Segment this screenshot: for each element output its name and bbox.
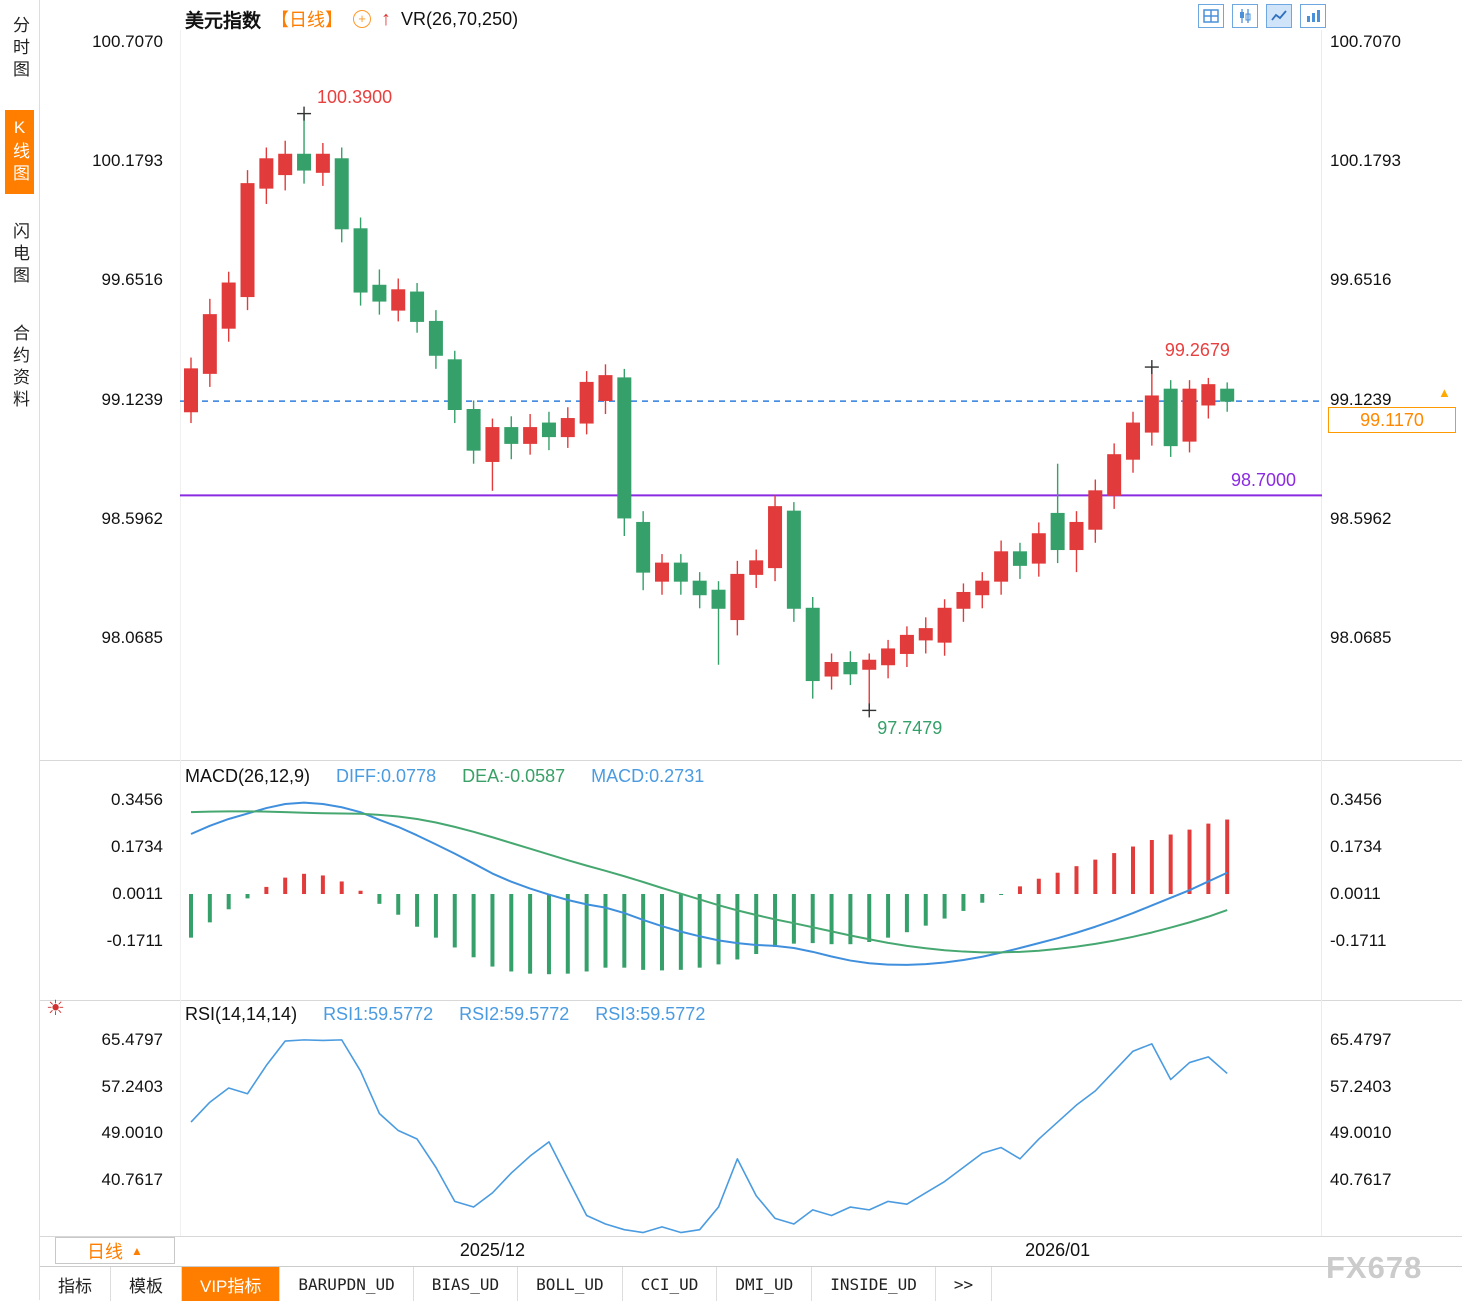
rsi-axis-tick: 40.7617: [1330, 1170, 1392, 1190]
indicator-tab[interactable]: VIP指标: [182, 1267, 281, 1301]
macd-axis-tick: 0.3456: [1330, 789, 1382, 809]
candlestick-icon[interactable]: [1232, 4, 1258, 28]
rsi2-value: RSI2:59.5772: [459, 1004, 570, 1024]
sidebar-item-contract-info[interactable]: 合约资料: [10, 324, 29, 412]
up-arrow-icon: ↑: [381, 7, 392, 30]
price-axis-tick: 98.5962: [101, 508, 163, 528]
rsi-title: RSI(14,14,14): [185, 1004, 298, 1024]
price-axis-tick: 98.0685: [101, 627, 163, 647]
macd-axis-tick: 0.1734: [111, 836, 163, 856]
rsi1-value: RSI1:59.5772: [323, 1004, 434, 1024]
rsi-axis-tick: 65.4797: [101, 1030, 163, 1049]
price-annotation: 100.3900: [317, 86, 393, 107]
price-axis-tick: 100.1793: [92, 151, 163, 171]
sidebar-item-time-chart[interactable]: 分时图: [10, 16, 29, 82]
macd-axis-tick: -0.1711: [106, 930, 163, 950]
sidebar-item-kline-chart[interactable]: K线图: [5, 110, 34, 194]
indicator-tab[interactable]: 指标: [40, 1267, 111, 1301]
price-axis-tick: 100.7070: [1330, 32, 1401, 51]
price-axis-tick: 100.7070: [92, 32, 163, 51]
indicator-tab[interactable]: >>: [936, 1267, 993, 1301]
macd-axis-tick: 0.3456: [111, 789, 163, 809]
macd-title: MACD(26,12,9): [185, 766, 311, 786]
support-level-label: 98.7000: [1231, 470, 1297, 490]
price-axis-tick: 98.5962: [1330, 508, 1392, 528]
price-annotation: 99.2679: [1164, 340, 1230, 361]
macd-axis-tick: -0.1711: [1330, 930, 1387, 950]
rsi3-value: RSI3:59.5772: [595, 1004, 706, 1024]
period-tag[interactable]: 【日线】: [271, 10, 344, 30]
bar-chart-icon[interactable]: [1300, 4, 1326, 28]
indicator-tab[interactable]: DMI_UD: [717, 1267, 813, 1301]
period-selector[interactable]: 日线 ▲: [55, 1237, 175, 1264]
sidebar-item-lightning-chart[interactable]: 闪电图: [10, 222, 29, 288]
layout-grid-icon[interactable]: [1198, 4, 1224, 28]
indicator-tab[interactable]: BARUPDN_UD: [280, 1267, 414, 1301]
macd-axis-tick: 0.0011: [112, 883, 163, 903]
add-indicator-icon[interactable]: +: [353, 10, 372, 28]
rsi-axis-tick: 49.0010: [1330, 1123, 1392, 1143]
macd-diff-value: DIFF:0.0778: [336, 766, 437, 786]
date-axis-label: 2026/01: [1025, 1240, 1091, 1260]
rsi-axis-tick: 57.2403: [101, 1076, 163, 1096]
rsi-axis-tick: 40.7617: [101, 1170, 163, 1190]
price-axis-tick: 99.1239: [101, 389, 163, 409]
period-selector-label: 日线: [87, 1241, 124, 1262]
indicator-tab[interactable]: BOLL_UD: [518, 1267, 623, 1301]
price-annotation: 97.7479: [877, 718, 943, 739]
date-axis-label: 2025/12: [459, 1240, 525, 1260]
rsi-axis-tick: 65.4797: [1330, 1030, 1392, 1049]
price-axis-tick: 99.6516: [1330, 270, 1392, 290]
rsi-axis-tick: 57.2403: [1330, 1076, 1392, 1096]
price-marker-triangle-icon: ▲: [1438, 385, 1451, 400]
indicator-tab[interactable]: BIAS_UD: [414, 1267, 519, 1301]
indicator-tab[interactable]: CCI_UD: [623, 1267, 718, 1301]
macd-axis-tick: 0.0011: [1330, 883, 1381, 903]
triangle-up-icon: ▲: [131, 1243, 143, 1258]
chart-toolbar: [1198, 4, 1326, 28]
price-axis-tick: 99.6516: [101, 270, 163, 290]
watermark: FX678: [1326, 1250, 1423, 1285]
chart-header: 美元指数 【日线】 + ↑ VR(26,70,250): [185, 5, 518, 33]
macd-value: MACD:0.2731: [591, 766, 705, 786]
price-axis-tick: 98.0685: [1330, 627, 1392, 647]
current-price-box: 99.1170: [1328, 407, 1456, 433]
indicator-tab[interactable]: INSIDE_UD: [812, 1267, 936, 1301]
line-chart-icon[interactable]: [1266, 4, 1292, 28]
price-axis-tick: 100.1793: [1330, 151, 1401, 171]
rsi-axis-tick: 49.0010: [101, 1123, 163, 1143]
macd-dea-value: DEA:-0.0587: [462, 766, 566, 786]
rsi-panel-header: RSI(14,14,14) RSI1:59.5772 RSI2:59.5772 …: [185, 1004, 705, 1025]
indicator-tab-bar: 指标 模板 VIP指标 BARUPDN_UD BIAS_UD BOLL_UD CCI_UD D…: [40, 1266, 1462, 1301]
macd-panel-header: MACD(26,12,9) DIFF:0.0778 DEA:-0.0587 MA…: [185, 766, 704, 787]
macd-axis-tick: 0.1734: [1330, 836, 1382, 856]
indicator-tab[interactable]: 模板: [111, 1267, 182, 1301]
left-sidebar: 分时图 K线图 闪电图 合约资料: [0, 0, 40, 1300]
symbol-name: 美元指数: [185, 10, 262, 32]
overlay-indicator-label: VR(26,70,250): [401, 8, 519, 29]
sun-icon[interactable]: ☀: [46, 997, 65, 1020]
